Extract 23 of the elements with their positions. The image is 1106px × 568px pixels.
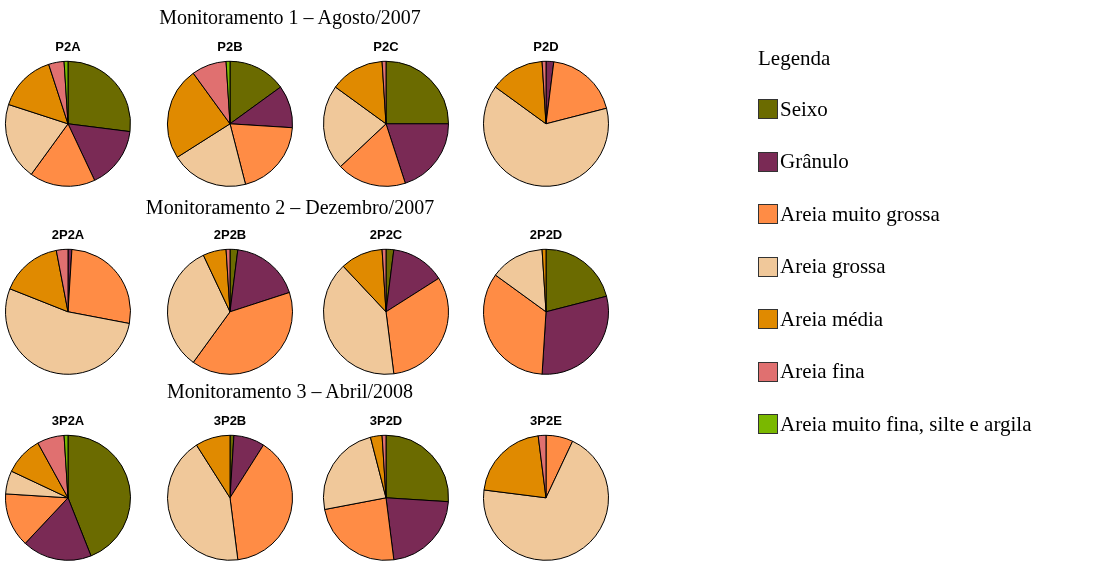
chart-title: 2P2A — [51, 227, 85, 243]
legend-label: Seixo — [780, 96, 828, 122]
chart-title: P2B — [217, 39, 243, 55]
chart-title: 2P2D — [529, 227, 563, 243]
legend-label: Areia média — [780, 306, 884, 332]
chart-title: 3P2D — [369, 413, 403, 429]
legend-label: Areia grossa — [780, 254, 886, 279]
chart-title: P2C — [373, 39, 400, 55]
chart-title: 2P2B — [213, 227, 247, 243]
legend-title: Legenda — [758, 46, 832, 71]
chart-title: P2D — [533, 39, 559, 55]
chart-subtitle: Monitoramento 2 – Dezembro/2007 — [144, 196, 436, 219]
legend-label: Areia muito fina, silte e argila — [780, 411, 1032, 437]
chart-title: P2A — [55, 39, 82, 55]
legend-label: Areia muito grossa — [780, 201, 940, 227]
chart-subtitle: Monitoramento 1 – Agosto/2007 — [158, 6, 422, 29]
chart-subtitle: Monitoramento 3 – Abril/2008 — [165, 380, 415, 403]
legend-label: Grânulo — [780, 149, 849, 174]
legend-label: Areia fina — [780, 359, 865, 384]
chart-title: 3P2B — [213, 413, 247, 429]
chart-title: 3P2A — [51, 413, 85, 429]
chart-title: 3P2E — [530, 413, 563, 429]
chart-title: 2P2C — [369, 227, 403, 243]
